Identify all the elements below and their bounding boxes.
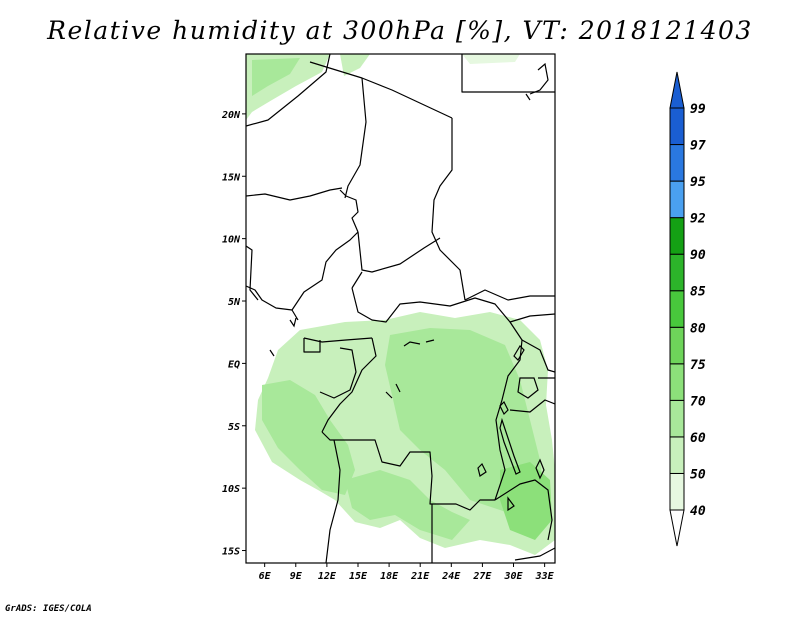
coast-islands xyxy=(269,317,297,357)
colorbar-level-label: 99 xyxy=(690,102,706,117)
border-niger-chad xyxy=(344,77,367,199)
colorbar-segment xyxy=(669,217,685,255)
border-tanzania xyxy=(509,399,555,413)
border-cameroon-car xyxy=(351,271,363,289)
border-congo-drc xyxy=(321,337,377,433)
humidity-region-south xyxy=(345,470,470,540)
colorbar: 40 50 60 70 75 80 85 90 92 95 97 99 xyxy=(669,71,706,547)
humidity-region-northeast xyxy=(340,54,370,76)
colorbar-level-label: 85 xyxy=(690,285,706,300)
lat-tick-label: 10N xyxy=(222,235,241,246)
colorbar-lower-extension xyxy=(669,509,685,547)
colorbar-segment xyxy=(669,363,685,401)
river-congo xyxy=(385,339,435,399)
red-sea-coast xyxy=(525,62,549,101)
colorbar-level-label: 75 xyxy=(690,358,706,373)
lat-tick-label: EQ xyxy=(228,359,240,370)
border-nigeria-benin xyxy=(246,245,259,301)
lake-malawi xyxy=(535,458,545,480)
lat-tick-label: 5S xyxy=(228,422,240,433)
border-lake-chad xyxy=(339,189,359,233)
colorbar-level-label: 50 xyxy=(690,467,706,482)
lat-tick-label: 15S xyxy=(222,547,240,558)
colorbar-upper-extension xyxy=(669,71,685,109)
lon-tick-label: 9E xyxy=(290,571,303,582)
lon-axis: 6E 9E 12E 15E 18E 21E 24E 27E 30E 33E xyxy=(259,563,555,582)
colorbar-level-label: 60 xyxy=(690,431,706,446)
lat-tick-label: 15N xyxy=(222,172,241,183)
colorbar-level-label: 90 xyxy=(690,248,706,263)
humidity-region-northeast-2 xyxy=(462,54,520,64)
lat-tick-label: 20N xyxy=(221,110,241,121)
humidity-region-north-inner xyxy=(252,58,300,96)
colorbar-level-label: 92 xyxy=(690,212,706,227)
lake-kivu xyxy=(499,400,509,416)
colorbar-segment xyxy=(669,436,685,474)
border-uganda xyxy=(521,339,555,373)
lake-bangweulu xyxy=(507,496,515,512)
border-angola-west xyxy=(325,439,341,563)
lake-mweru xyxy=(477,462,487,477)
border-libya-egypt xyxy=(461,54,555,93)
border-benin-coast xyxy=(246,285,293,311)
border-south xyxy=(514,547,555,561)
border-car-south xyxy=(351,287,555,323)
colorbar-level-label: 40 xyxy=(690,504,706,519)
lake-tanganyika xyxy=(499,417,521,475)
humidity-region-west xyxy=(262,380,355,495)
border-niger-nigeria xyxy=(246,187,343,201)
colorbar-segment xyxy=(669,107,685,146)
colorbar-segment xyxy=(669,399,685,438)
lon-tick-label: 21E xyxy=(410,571,430,582)
colorbar-segment xyxy=(669,253,685,292)
lake-victoria xyxy=(517,377,539,399)
lon-tick-label: 18E xyxy=(380,571,399,582)
map-frame xyxy=(245,53,556,564)
lake-albert xyxy=(513,345,525,361)
lon-tick-label: 24E xyxy=(441,571,461,582)
border-algeria-niger xyxy=(246,54,331,127)
colorbar-segment xyxy=(669,472,685,511)
humidity-shading xyxy=(246,54,555,555)
border-drc-angola xyxy=(321,431,495,511)
border-chad-car xyxy=(357,231,441,273)
lat-axis: 20N 15N 10N 5N EQ 5S 10S 15S xyxy=(221,110,246,558)
country-borders xyxy=(246,54,555,563)
border-gabon-congo xyxy=(303,338,321,353)
lat-tick-label: 10S xyxy=(222,484,240,495)
lon-tick-label: 12E xyxy=(318,571,337,582)
colorbar-level-label: 80 xyxy=(690,321,706,336)
border-chad-sudan xyxy=(431,118,466,301)
colorbar-segment xyxy=(669,326,685,365)
border-sudan-ssudan xyxy=(464,289,555,301)
colorbar-segment xyxy=(669,144,685,182)
lon-tick-label: 33E xyxy=(535,571,555,582)
border-gabon-south xyxy=(319,347,357,399)
border-cameroon-gabon xyxy=(303,337,373,343)
colorbar-level-label: 70 xyxy=(690,394,706,409)
colorbar-level-label: 95 xyxy=(690,175,706,190)
colorbar-segment xyxy=(669,290,685,328)
lon-tick-label: 27E xyxy=(472,571,492,582)
border-niger-libya xyxy=(309,61,453,119)
border-zambia-malawi xyxy=(494,479,553,541)
map-title: Relative humidity at 300hPa [%], VT: 201… xyxy=(47,16,753,45)
footer-credit: GrADS: IGES/COLA xyxy=(5,604,92,614)
map-area xyxy=(246,54,555,563)
lon-tick-label: 15E xyxy=(349,571,368,582)
colorbar-segment xyxy=(669,180,685,219)
lat-tick-label: 5N xyxy=(228,297,241,308)
colorbar-level-label: 97 xyxy=(690,139,706,154)
lon-tick-label: 6E xyxy=(259,571,272,582)
humidity-region-southeast xyxy=(500,462,552,540)
border-nigeria-cameroon xyxy=(291,231,359,321)
water-bodies xyxy=(269,62,549,512)
lon-tick-label: 30E xyxy=(503,571,523,582)
